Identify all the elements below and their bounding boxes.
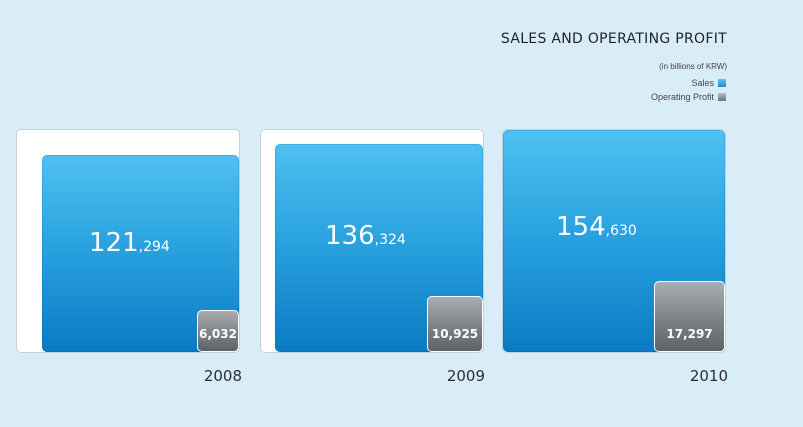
sales-label-2008: 121,294 [89,228,170,258]
sales-value-major-2008: 121 [89,228,139,258]
year-label-2010: 2010 [689,367,728,385]
chart-title: SALES AND OPERATING PROFIT [500,31,727,47]
profit-square-2010: 17,297 [654,281,725,352]
year-label-2009: 2009 [446,367,485,385]
sales-value-major-2010: 154 [556,212,606,242]
sales-value-minor-2008: ,294 [138,239,170,255]
profit-label-2008: 6,032 [199,327,237,341]
sales-value-minor-2009: ,324 [374,232,406,248]
sales-value-minor-2010: ,630 [605,223,637,239]
year-label-2008: 2008 [203,367,242,385]
legend-item-operating-profit: Operating Profit [651,90,726,104]
profit-square-2009: 10,925 [427,296,483,352]
legend-label-operating-profit: Operating Profit [650,92,714,102]
unit-note: (in billions of KRW) [659,62,727,71]
legend-label-sales: Sales [691,78,714,88]
sales-square-2008: 121,294 [42,155,239,352]
profit-label-2009: 10,925 [431,327,479,341]
profit-square-2008: 6,032 [197,310,239,352]
legend-item-sales: Sales [651,76,726,90]
panel-2008: 121,294 6,032 [16,129,240,353]
panel-2009: 136,324 10,925 [260,129,484,353]
legend: Sales Operating Profit [651,76,726,104]
sales-label-2009: 136,324 [325,221,406,251]
sales-value-major-2009: 136 [325,221,375,251]
panel-2010: 154,630 17,297 [502,129,726,353]
profit-label-2010: 17,297 [666,327,713,341]
legend-swatch-operating-profit [718,93,726,101]
sales-label-2010: 154,630 [556,212,637,242]
sales-square-2009: 136,324 [275,144,483,352]
legend-swatch-sales [718,79,726,87]
